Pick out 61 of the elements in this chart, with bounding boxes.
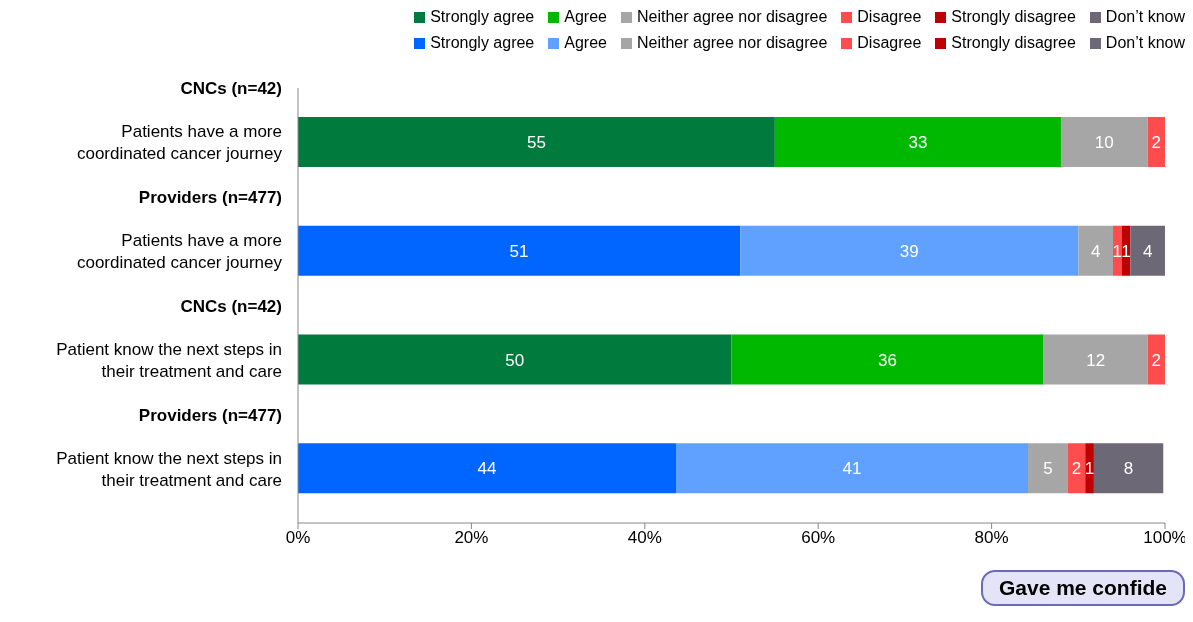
- category-label: Providers (n=477) Patient know the next steps in their treatment and care: [56, 405, 282, 490]
- bar: [731, 334, 1044, 385]
- legend-label: Disagree: [857, 34, 922, 52]
- legend-label: Strongly disagree: [951, 8, 1076, 26]
- legend-label: Don’t know: [1105, 8, 1185, 26]
- data-label: 33: [908, 133, 928, 153]
- data-label: 2: [1151, 350, 1162, 370]
- data-label: 1: [1112, 241, 1123, 261]
- category-label: CNCs (n=42) Patients have a more coordinated cancer journey: [76, 79, 282, 164]
- legend-label: Don’t know: [1105, 34, 1185, 52]
- legend-label: Strongly agree: [430, 34, 535, 52]
- bar: [1028, 443, 1068, 494]
- bar: [1112, 225, 1122, 276]
- bar: [1067, 443, 1086, 494]
- data-label: 4: [1142, 241, 1153, 261]
- bar: [676, 443, 1029, 494]
- data-label: 2: [1151, 133, 1162, 153]
- category-label: CNCs (n=42) Patient know the next steps in their treatment and care: [56, 296, 282, 381]
- bar: [1060, 117, 1148, 167]
- legend-label: Strongly agree: [430, 8, 535, 26]
- bar: [298, 117, 775, 167]
- x-tick-label: 0%: [285, 528, 311, 548]
- data-label: 50: [505, 350, 525, 370]
- text: Gave me confide: [980, 570, 1185, 606]
- legend-label: Disagree: [857, 8, 922, 26]
- x-tick-label: 40%: [627, 528, 662, 548]
- x-tick-label: 20%: [454, 528, 489, 548]
- x-tick-label: 80%: [974, 528, 1009, 548]
- bar: [1043, 334, 1148, 385]
- category-label: Providers (n=477) Patients have a more coordinated cancer journey: [76, 188, 282, 273]
- data-label: 12: [1086, 350, 1106, 370]
- legend-label: Agree: [564, 34, 607, 52]
- data-label: 51: [509, 241, 529, 261]
- data-label: 5: [1043, 459, 1053, 479]
- bar: [774, 117, 1061, 167]
- bar: [1130, 225, 1165, 276]
- data-label: 36: [878, 350, 898, 370]
- data-label: 39: [899, 241, 919, 261]
- data-label: 1: [1084, 459, 1095, 479]
- bar: [1078, 225, 1113, 276]
- data-label: 8: [1123, 459, 1134, 479]
- bar: [1147, 334, 1165, 385]
- bar: [1093, 443, 1164, 494]
- data-label: 4: [1090, 241, 1101, 261]
- data-label: 10: [1094, 133, 1114, 153]
- legend-label: Agree: [564, 8, 607, 26]
- data-label: 41: [842, 459, 862, 479]
- legend-label: Strongly disagree: [951, 34, 1076, 52]
- bar: [298, 225, 741, 276]
- legend-label: Neither agree nor disagree: [636, 34, 828, 52]
- bar: [298, 443, 677, 494]
- bar: [1085, 443, 1094, 494]
- data-label: 55: [526, 133, 546, 153]
- bar: [298, 334, 732, 385]
- legend-label: Neither agree nor disagree: [636, 8, 828, 26]
- data-label: 2: [1071, 459, 1082, 479]
- bar: [1147, 117, 1165, 167]
- bar: [740, 225, 1079, 276]
- data-label: 44: [477, 459, 497, 479]
- data-label: 1: [1121, 241, 1131, 261]
- x-tick-label: 60%: [801, 528, 836, 548]
